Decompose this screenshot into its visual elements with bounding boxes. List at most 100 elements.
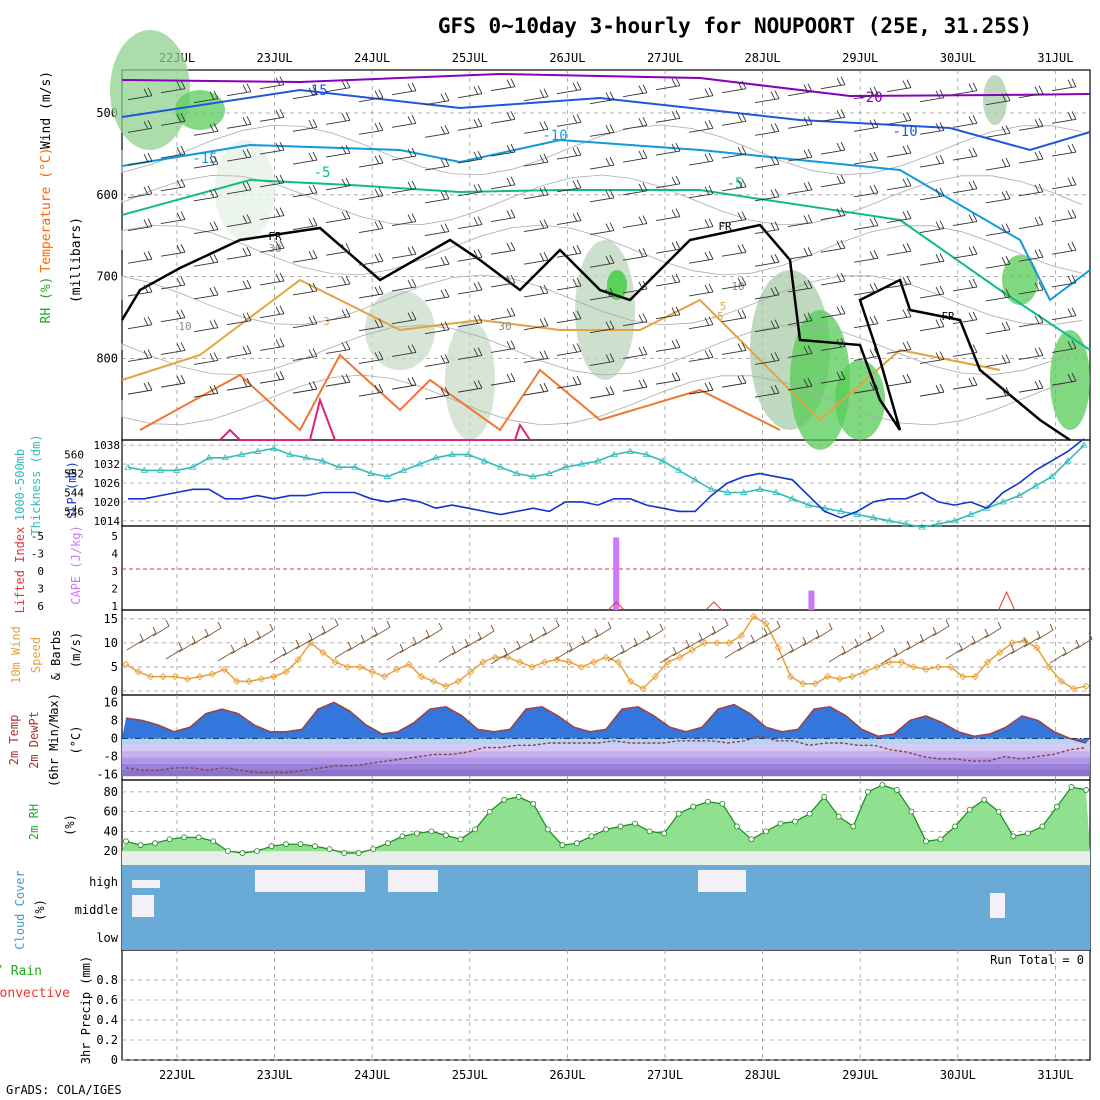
- li-tick: -3: [31, 548, 44, 561]
- wind-barb: [259, 272, 285, 286]
- wind-barb: [820, 141, 846, 155]
- temp-tick: -8: [104, 750, 118, 764]
- wind-barb: [259, 174, 285, 188]
- slp-tick: 1032: [94, 458, 121, 471]
- precip-tick: 0: [111, 1053, 118, 1067]
- wind-barb: [178, 635, 196, 653]
- wind-barb: [787, 247, 813, 260]
- wind-barb: [622, 149, 648, 163]
- isotherm: [139, 353, 781, 432]
- wind-barb: [1036, 623, 1054, 641]
- temp-band: [122, 744, 1090, 752]
- wind-marker: [897, 658, 906, 666]
- thickness-marker: [772, 488, 780, 495]
- wind-barb: [490, 274, 516, 288]
- rh-marker: [399, 833, 406, 840]
- wind-marker: [122, 660, 130, 669]
- wind-barb: [556, 245, 582, 258]
- wind-marker: [146, 672, 155, 681]
- wind-barb: [787, 312, 813, 326]
- li-peak: [998, 590, 1016, 611]
- wind-barb: [259, 240, 285, 253]
- li-peak: [607, 601, 625, 611]
- thickness-marker: [1047, 472, 1056, 480]
- wind-marker: [516, 658, 524, 666]
- wind-tick: 0: [111, 684, 118, 698]
- wind-barb: [490, 78, 516, 92]
- wind-barb: [1051, 274, 1077, 288]
- wind-barb: [688, 87, 714, 101]
- wind-barb: [754, 155, 780, 169]
- wind-barb: [589, 353, 615, 366]
- wind-barb: [886, 177, 912, 191]
- date-label-bottom: 29JUL: [842, 1068, 878, 1082]
- date-label-top: 25JUL: [452, 51, 488, 65]
- wind-barb: [523, 88, 549, 102]
- wind-barb: [886, 243, 912, 256]
- wind-barb: [655, 273, 681, 287]
- wind-barb: [217, 644, 235, 662]
- thickness-marker: [966, 510, 975, 517]
- thickness-marker: [189, 463, 197, 470]
- cloud-level-label: low: [96, 931, 118, 945]
- wind-barb: [556, 114, 582, 127]
- rh-marker: [966, 806, 973, 813]
- wind-barb: [457, 379, 483, 393]
- rh-tick: 40: [104, 824, 118, 838]
- cloud-clear: [132, 895, 154, 917]
- cape-tick: 3: [111, 565, 118, 578]
- rh-shading: [445, 320, 495, 440]
- wind-barb: [952, 82, 978, 96]
- label-degc: (°C): [69, 726, 83, 755]
- wind-barb: [269, 646, 287, 664]
- thickness-marker: [221, 453, 229, 461]
- wind-barb: [754, 319, 780, 333]
- wind-marker: [1070, 684, 1078, 693]
- wind-barb: [160, 309, 186, 323]
- wind-barb: [490, 340, 516, 353]
- rh-marker: [1083, 787, 1089, 793]
- date-label-bottom: 23JUL: [257, 1068, 293, 1082]
- wind-barb: [1051, 143, 1077, 157]
- wind-barb: [523, 382, 549, 396]
- wind-marker: [676, 653, 684, 661]
- label-precip: 3hr Precip (mm): [79, 956, 93, 1064]
- thickness-marker: [172, 466, 181, 473]
- date-label-bottom: 24JUL: [354, 1068, 390, 1082]
- wind-barb: [919, 351, 945, 364]
- wind-barb: [292, 119, 318, 132]
- wind-barb: [226, 214, 252, 227]
- rh-marker: [646, 828, 653, 835]
- wind-barb: [581, 628, 599, 646]
- wind-barb: [457, 118, 483, 131]
- wind-barb: [477, 624, 495, 642]
- rh-marker: [1039, 823, 1046, 830]
- pressure-tick: 800: [96, 351, 118, 365]
- wind-barb: [589, 156, 615, 170]
- rh-marker: [195, 834, 202, 841]
- rh-marker: [501, 796, 508, 803]
- wind-barb: [589, 287, 615, 301]
- rh-marker: [748, 836, 755, 843]
- contour-label: FR: [941, 310, 955, 323]
- thickness-marker: [885, 517, 894, 524]
- wind-barb: [490, 307, 516, 321]
- rh-marker: [384, 840, 391, 847]
- label-10m-wind: 10m Wind: [9, 626, 23, 684]
- cape-tick: 4: [111, 548, 118, 561]
- temp-band: [122, 751, 1090, 758]
- thickness-tick: 536: [64, 505, 84, 518]
- label-slp: SLP (mb): [65, 461, 79, 519]
- wind-barb: [556, 277, 582, 291]
- wind-barb: [952, 115, 978, 128]
- contour-label: -10: [892, 124, 917, 140]
- cape-bar: [613, 537, 620, 610]
- wind-marker: [134, 668, 142, 676]
- contour-label: FR: [268, 230, 282, 243]
- wind-barb: [721, 309, 747, 323]
- wind-barb: [886, 308, 912, 322]
- isotherm: [121, 88, 1091, 152]
- wind-barb: [1018, 183, 1044, 197]
- wind-barb: [490, 647, 508, 665]
- contour-label: -20: [857, 90, 882, 106]
